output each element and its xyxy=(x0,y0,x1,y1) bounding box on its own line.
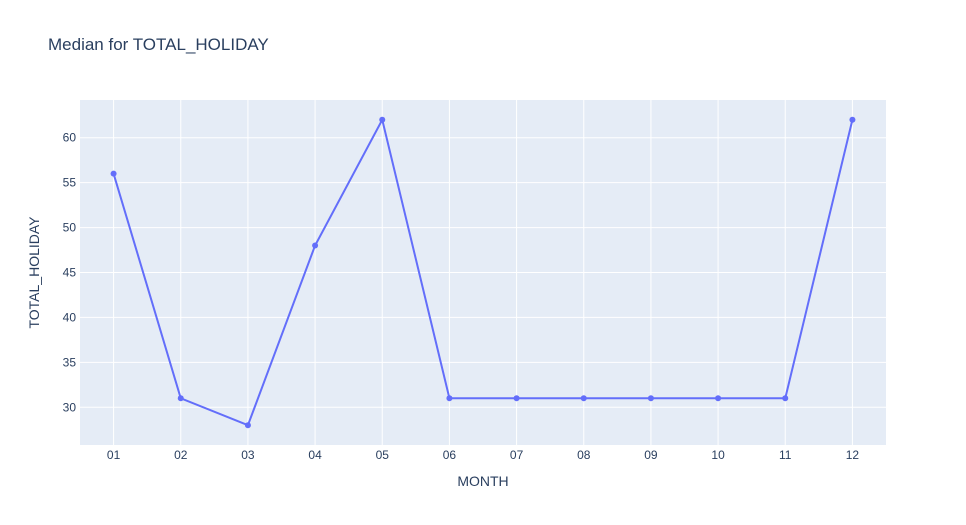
x-tick-label: 06 xyxy=(443,448,457,462)
data-point xyxy=(782,395,789,402)
data-point xyxy=(244,422,251,429)
x-tick-label: 11 xyxy=(779,448,792,462)
x-tick-label: 12 xyxy=(846,448,860,462)
y-tick-label: 60 xyxy=(63,131,77,145)
x-tick-label: 10 xyxy=(711,448,725,462)
series-line xyxy=(112,116,854,427)
y-tick-label: 30 xyxy=(63,400,77,414)
x-tick-label: 09 xyxy=(644,448,658,462)
data-point xyxy=(513,395,520,402)
data-point xyxy=(580,395,587,402)
x-tick-label: 08 xyxy=(577,448,591,462)
x-tick-label: 02 xyxy=(174,448,188,462)
gridlines xyxy=(80,100,886,445)
data-point xyxy=(446,395,453,402)
data-point xyxy=(647,395,654,402)
y-tick-label: 55 xyxy=(63,176,77,190)
x-tick-label: 04 xyxy=(308,448,322,462)
y-tick-label: 35 xyxy=(63,355,77,369)
y-tick-label: 40 xyxy=(63,310,77,324)
x-tick-label: 03 xyxy=(241,448,255,462)
x-axis-title: MONTH xyxy=(457,473,508,489)
data-point xyxy=(379,116,386,123)
x-tick-label: 05 xyxy=(376,448,390,462)
y-tick-label: 45 xyxy=(63,266,77,280)
x-tick-label: 07 xyxy=(510,448,524,462)
data-point xyxy=(849,116,856,123)
data-point xyxy=(177,395,184,402)
x-axis-ticks: 01 02 03 04 05 06 07 08 09 10 11 12 xyxy=(107,448,860,462)
data-point xyxy=(312,242,319,249)
y-tick-label: 50 xyxy=(63,221,77,235)
y-axis-title: TOTAL_HOLIDAY xyxy=(26,216,42,329)
chart-title: Median for TOTAL_HOLIDAY xyxy=(48,35,269,54)
data-point xyxy=(715,395,722,402)
x-tick-label: 01 xyxy=(107,448,121,462)
y-axis-ticks: 30 35 40 45 50 55 60 xyxy=(63,131,77,415)
series-points xyxy=(110,116,856,429)
data-point xyxy=(110,170,117,177)
